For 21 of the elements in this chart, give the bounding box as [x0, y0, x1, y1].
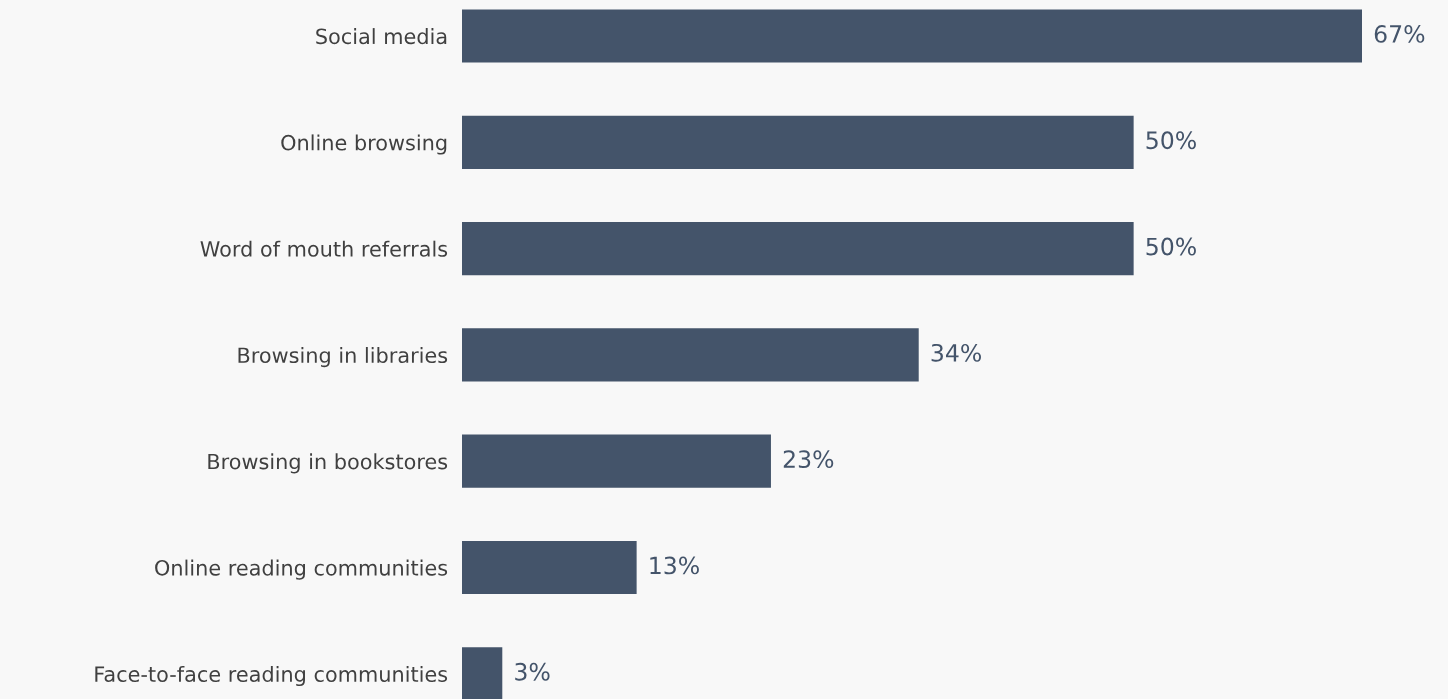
- bar: [462, 115, 1134, 169]
- y-tick-label: Online reading communities: [155, 559, 448, 580]
- y-tick-label: Browsing in libraries: [238, 346, 448, 368]
- data-label: 50%: [1146, 131, 1196, 150]
- bar: [462, 434, 771, 488]
- data-label: 50%: [1146, 237, 1196, 256]
- data-label: 3%: [515, 662, 550, 681]
- y-tick-label: Social media: [316, 28, 447, 45]
- bar: [462, 328, 919, 382]
- y-tick-label: Browsing in bookstores: [208, 453, 448, 474]
- bar: [462, 540, 637, 595]
- y-tick-label: Word of mouth referrals: [200, 240, 448, 257]
- data-label: 67%: [1374, 24, 1425, 43]
- bar: [462, 222, 1134, 276]
- data-label: 23%: [783, 450, 834, 469]
- bar: [462, 647, 503, 699]
- data-label: 34%: [931, 343, 981, 362]
- y-tick-label: Face-to-face reading communities: [95, 665, 448, 687]
- bar: [462, 9, 1362, 63]
- y-tick-label: Online browsing: [281, 134, 447, 155]
- data-label: 13%: [650, 556, 699, 575]
